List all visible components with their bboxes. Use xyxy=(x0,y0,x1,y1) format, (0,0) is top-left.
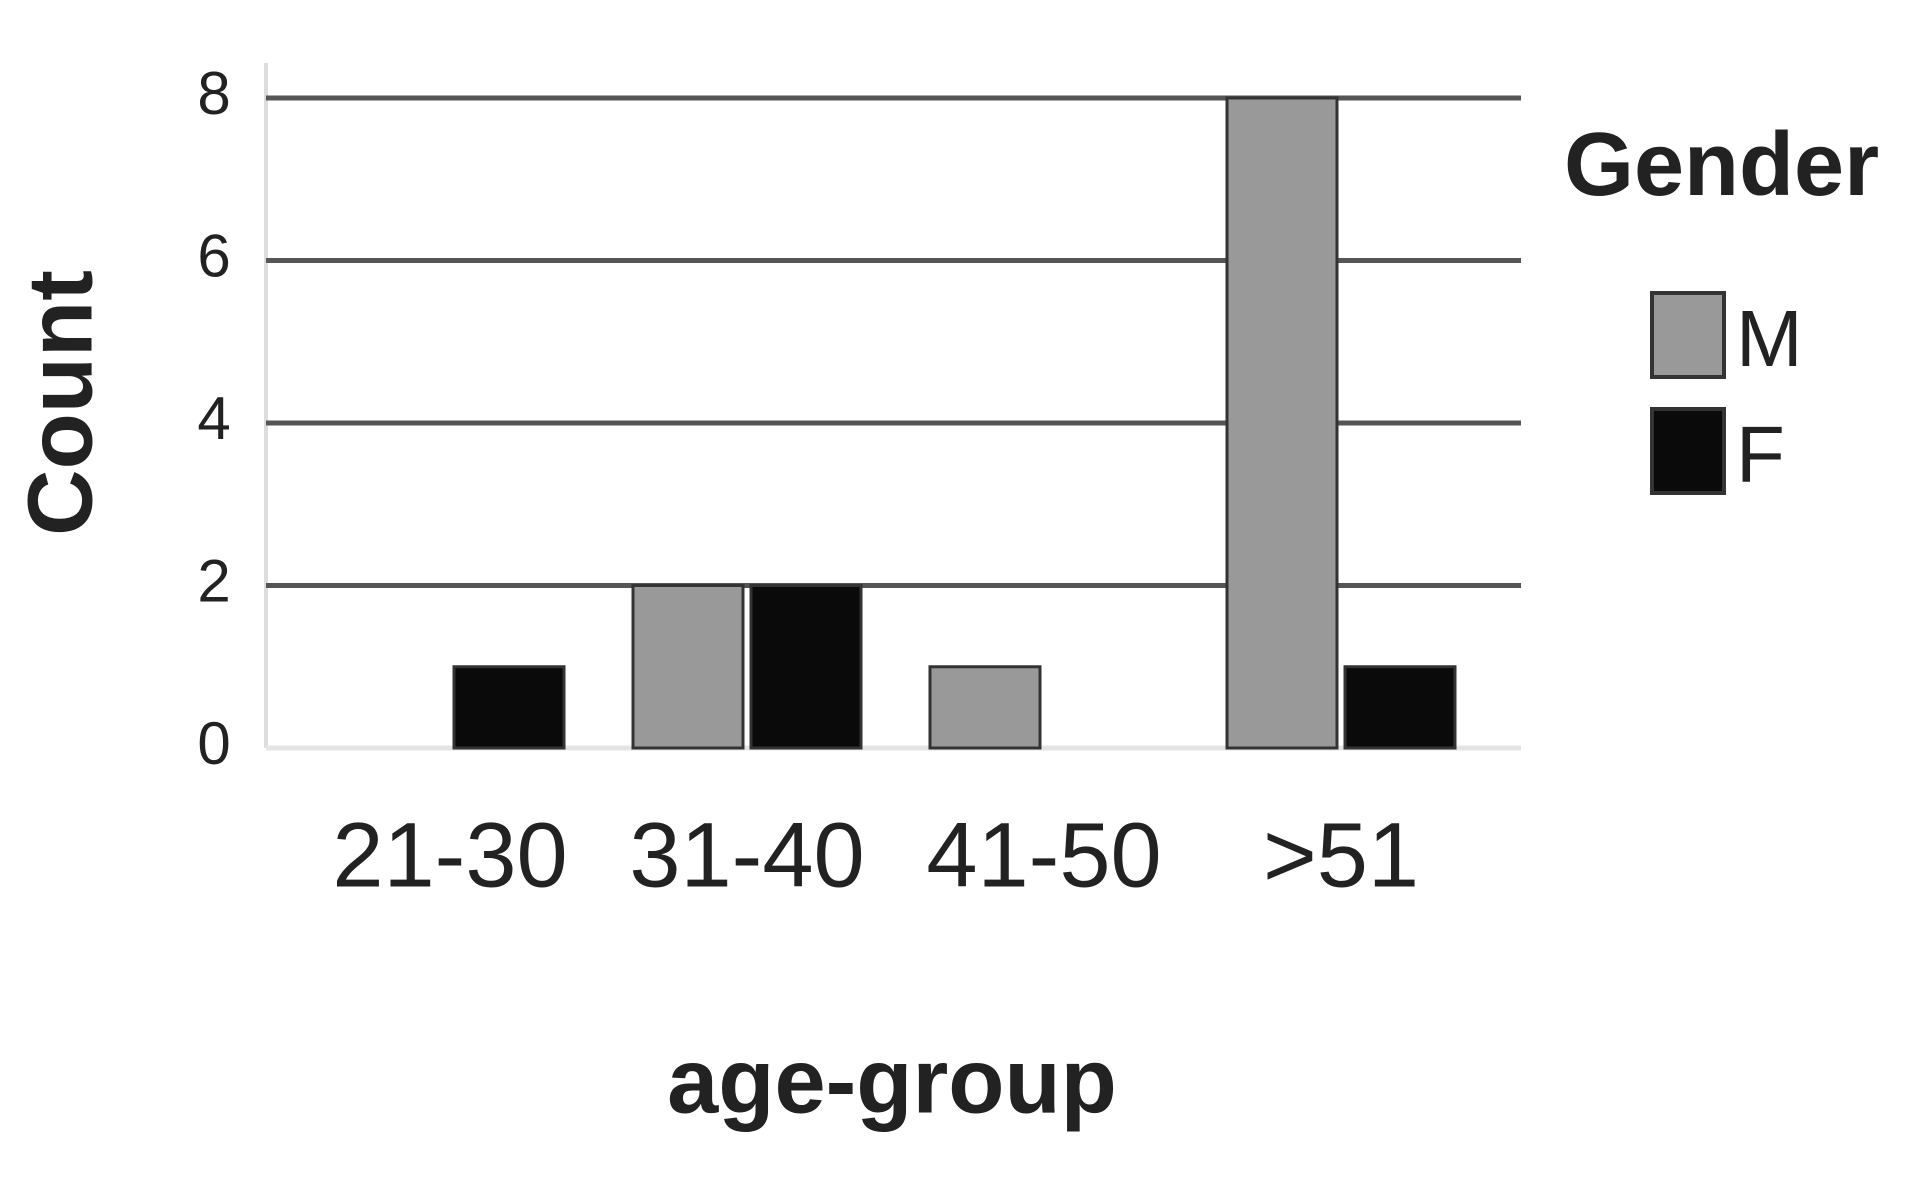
x-tick-label: >51 xyxy=(1263,804,1419,906)
bar xyxy=(749,584,863,750)
legend-swatch xyxy=(1650,291,1726,379)
legend-title: Gender xyxy=(1564,115,1879,215)
bar xyxy=(631,584,745,750)
legend-label: M xyxy=(1736,294,1803,383)
x-tick-label: 41-50 xyxy=(926,804,1161,906)
legend-swatch xyxy=(1650,407,1726,495)
y-tick-label: 6 xyxy=(197,222,230,289)
y-tick-label: 8 xyxy=(197,60,230,127)
legend-label: F xyxy=(1736,410,1785,499)
bar xyxy=(1225,96,1339,750)
x-axis-label: age-group xyxy=(667,1030,1117,1132)
y-tick-label: 0 xyxy=(197,710,230,777)
y-tick-label: 4 xyxy=(197,385,230,452)
y-axis-label: Count xyxy=(9,270,111,536)
bar xyxy=(452,665,566,750)
bar xyxy=(928,665,1042,750)
x-tick-label: 31-40 xyxy=(629,804,864,906)
y-tick-label: 2 xyxy=(197,547,230,614)
x-tick-label: 21-30 xyxy=(332,804,567,906)
bar xyxy=(1343,665,1457,750)
